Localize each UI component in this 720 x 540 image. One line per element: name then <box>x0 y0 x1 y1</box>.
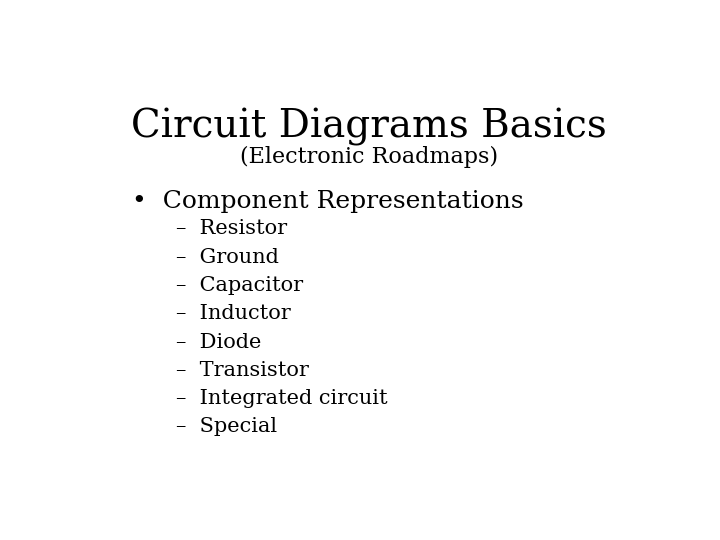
Text: –  Ground: – Ground <box>176 248 279 267</box>
Text: –  Special: – Special <box>176 417 278 436</box>
Text: (Electronic Roadmaps): (Electronic Roadmaps) <box>240 146 498 168</box>
Text: –  Resistor: – Resistor <box>176 219 287 239</box>
Text: –  Transistor: – Transistor <box>176 361 310 380</box>
Text: –  Diode: – Diode <box>176 333 262 352</box>
Text: –  Inductor: – Inductor <box>176 305 291 323</box>
Text: Circuit Diagrams Basics: Circuit Diagrams Basics <box>131 109 607 146</box>
Text: –  Integrated circuit: – Integrated circuit <box>176 389 388 408</box>
Text: –  Capacitor: – Capacitor <box>176 276 304 295</box>
Text: •  Component Representations: • Component Representations <box>132 190 523 213</box>
